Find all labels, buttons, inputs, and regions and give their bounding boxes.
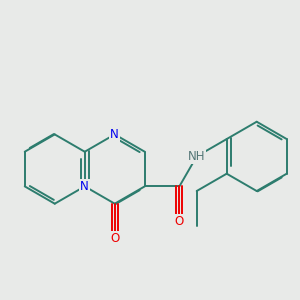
Text: N: N: [110, 128, 119, 141]
Text: O: O: [175, 214, 184, 227]
Text: NH: NH: [188, 150, 206, 163]
Text: O: O: [110, 232, 119, 245]
Text: N: N: [80, 180, 89, 193]
